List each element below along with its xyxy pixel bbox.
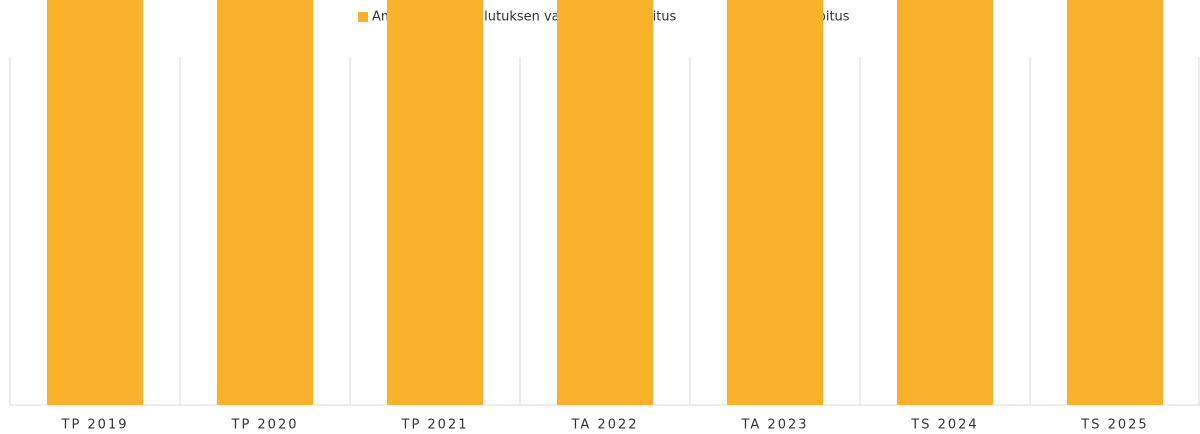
x-tick-label: TS 2025 <box>1080 418 1148 433</box>
bar-segment <box>727 0 823 405</box>
bar-segment <box>47 0 143 405</box>
bar-segment <box>387 0 483 405</box>
x-tick-label: TS 2024 <box>910 418 978 433</box>
legend-swatch <box>358 12 368 22</box>
bar-segment <box>1067 0 1163 405</box>
x-tick-label: TP 2019 <box>61 418 129 433</box>
x-tick-label: TP 2020 <box>231 418 299 433</box>
x-tick-label: TA 2022 <box>570 418 638 433</box>
bar-segment <box>557 0 653 406</box>
x-tick-label: TP 2021 <box>401 418 469 433</box>
separators <box>9 57 1200 405</box>
bar-segment <box>897 0 993 405</box>
bar-segment <box>217 0 313 406</box>
x-tick-label: TA 2023 <box>740 418 808 433</box>
